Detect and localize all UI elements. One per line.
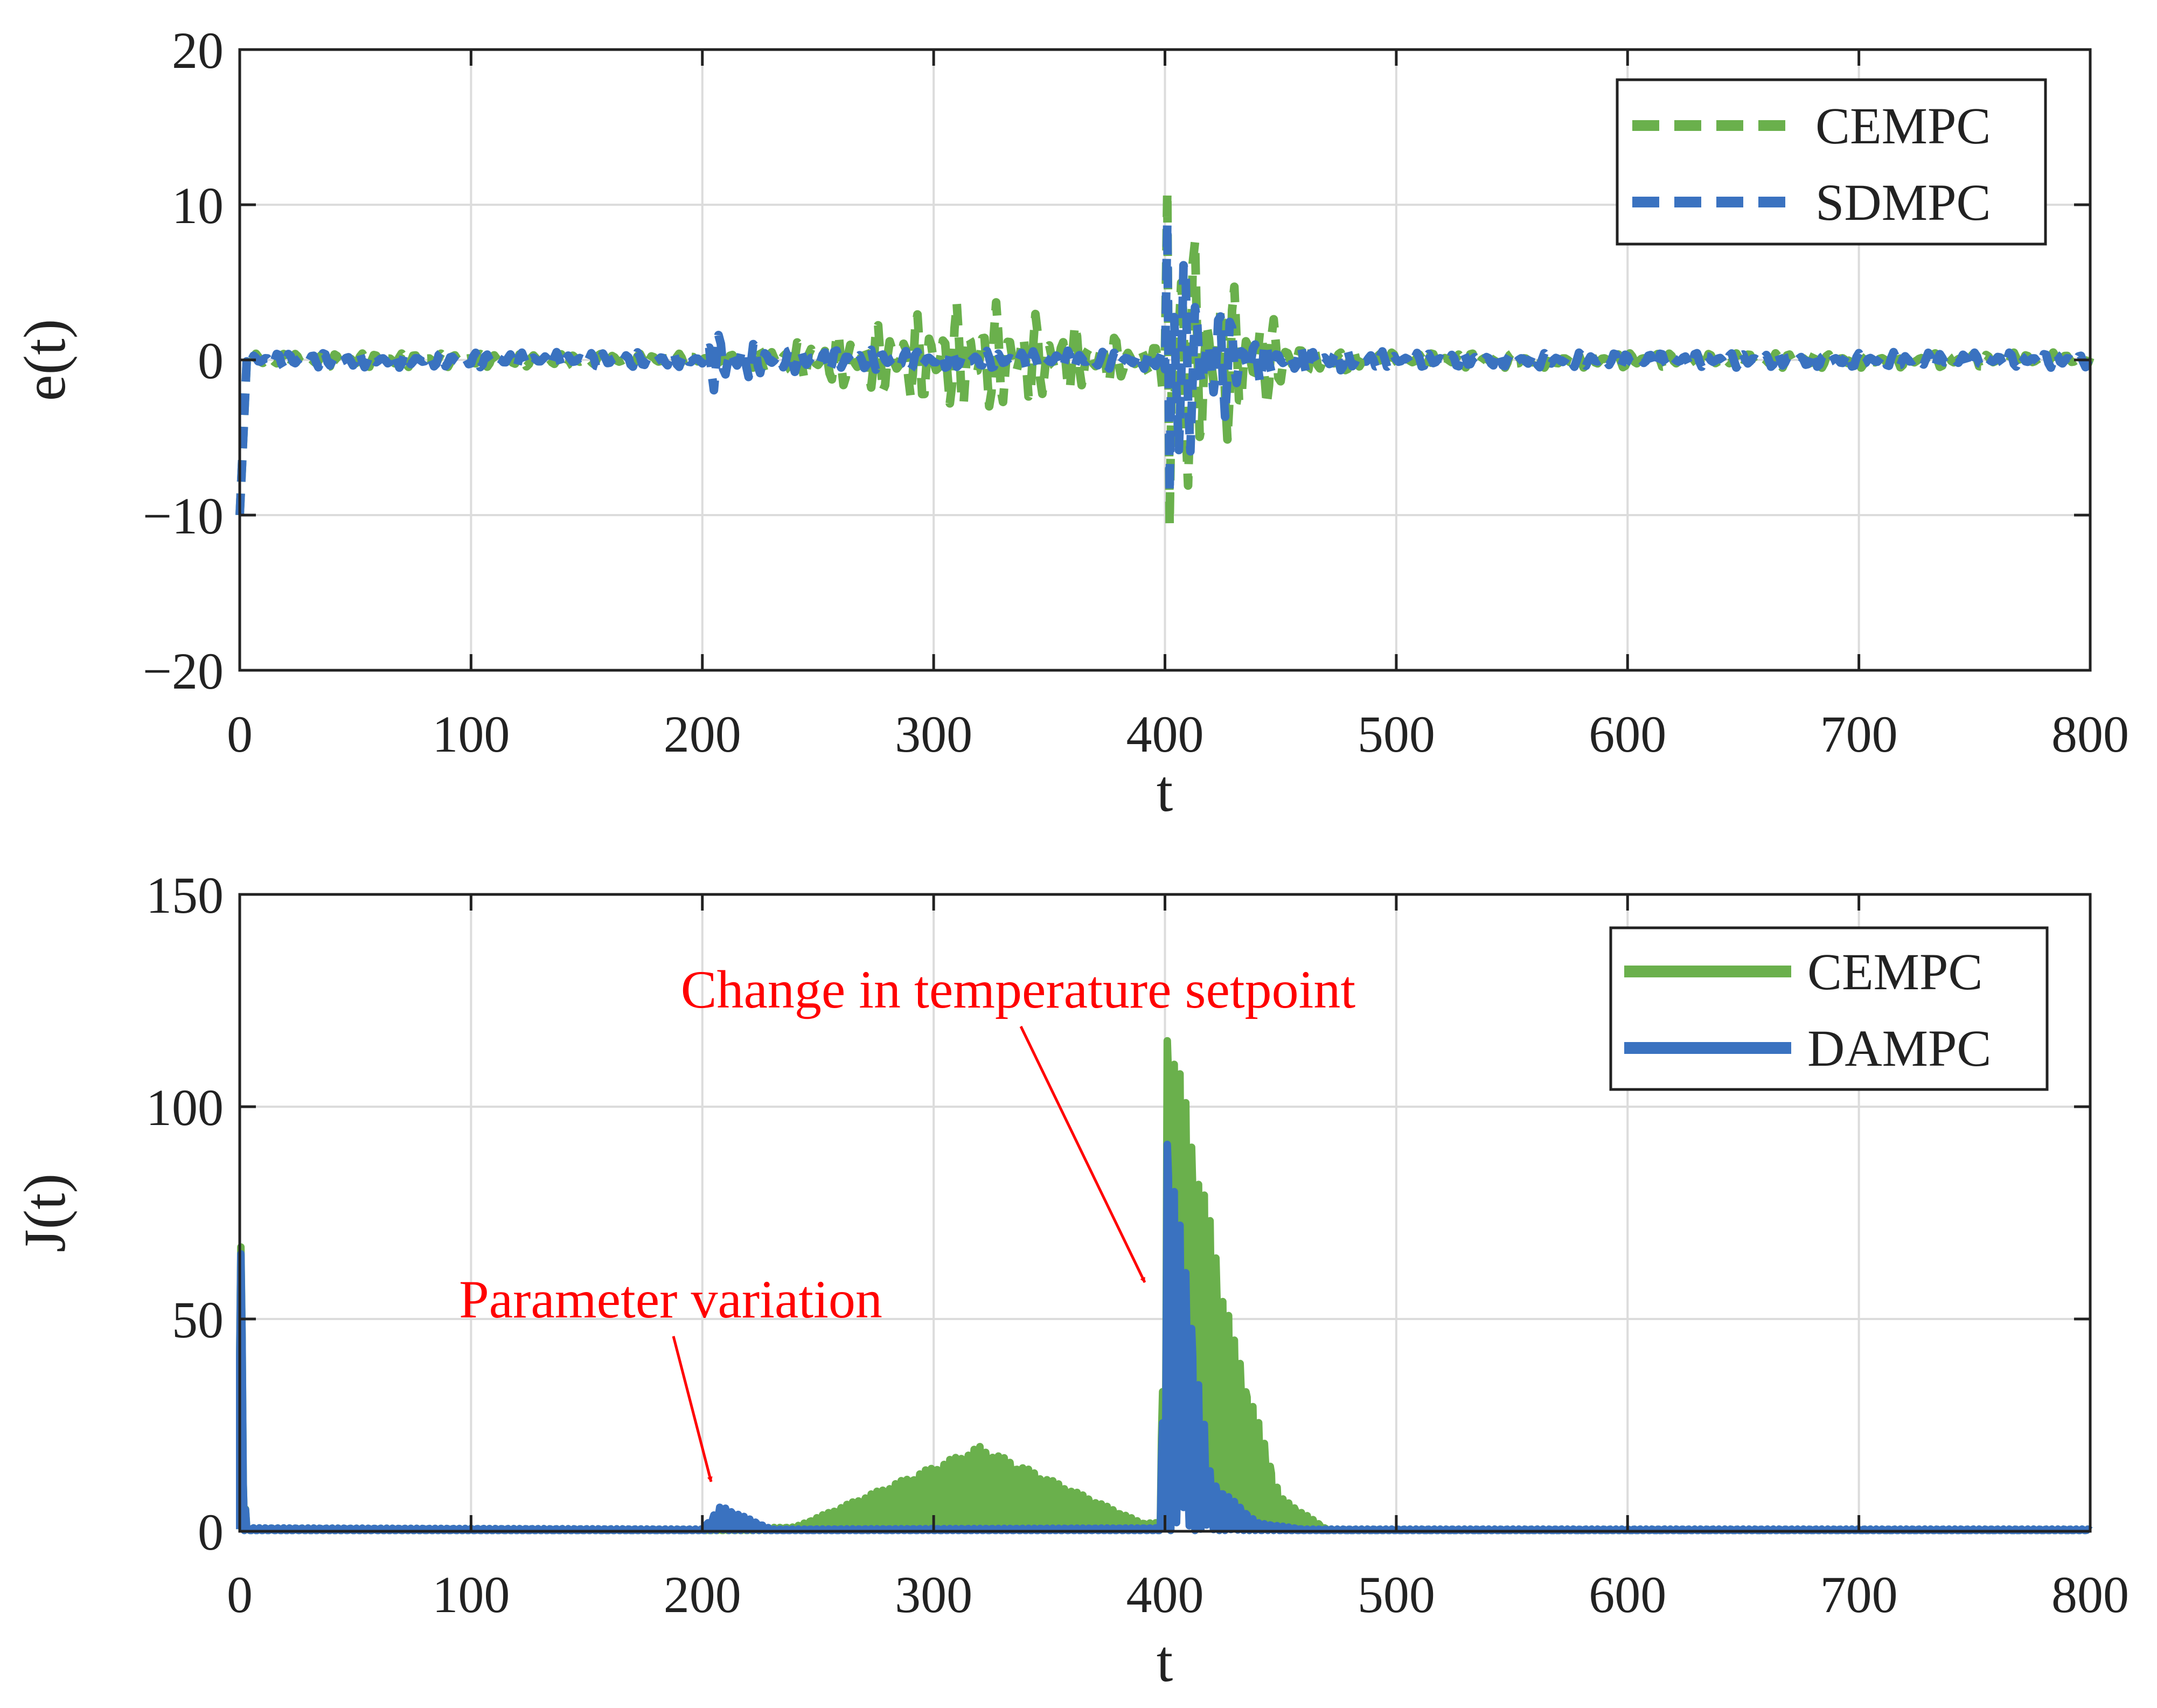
- bottom-x-tick-label: 0: [227, 1566, 253, 1623]
- top-series-sdmpc: [235, 219, 2095, 516]
- bottom-x-tick-label: 500: [1358, 1566, 1435, 1623]
- bottom-x-tick-label: 800: [2051, 1566, 2129, 1623]
- bottom-ticks: [238, 893, 2092, 1533]
- annotation-parameter-variation: Parameter variation: [459, 1269, 882, 1329]
- bottom-y-tick-label: 150: [146, 866, 224, 924]
- bottom-x-tick-label: 300: [895, 1566, 972, 1623]
- top-y-tick-label: 0: [198, 332, 224, 390]
- top-x-tick-labels: 0 100 200 300 400 500 600 700 800: [227, 705, 2129, 763]
- top-series: [235, 188, 2095, 529]
- top-y-tick-label: 20: [172, 22, 224, 79]
- top-y-tick-labels: −20 −10 0 10 20: [143, 22, 224, 700]
- top-x-tick-label: 500: [1358, 705, 1435, 763]
- top-ticks: [238, 48, 2092, 672]
- bottom-legend-label-dampc: DAMPC: [1807, 1019, 1991, 1077]
- top-x-tick-label: 400: [1126, 705, 1204, 763]
- top-legend-label-sdmpc: SDMPC: [1815, 173, 1991, 231]
- top-x-axis-label: t: [1157, 758, 1173, 824]
- bottom-chart: 0 100 200 300 400 500 600 700 800 0 50 100 150 t J(…: [12, 866, 2129, 1694]
- top-x-tick-label: 0: [227, 705, 253, 763]
- bottom-y-tick-label: 0: [198, 1503, 224, 1561]
- bottom-x-tick-label: 200: [664, 1566, 741, 1623]
- bottom-y-tick-labels: 0 50 100 150: [146, 866, 224, 1561]
- top-y-tick-label: −20: [143, 642, 224, 700]
- bottom-x-tick-label: 600: [1589, 1566, 1666, 1623]
- bottom-legend: CEMPC DAMPC: [1609, 926, 2049, 1091]
- bottom-x-axis-label: t: [1157, 1628, 1173, 1694]
- top-x-tick-label: 300: [895, 705, 972, 763]
- top-legend-box: [1616, 78, 2047, 246]
- annotation-temperature-setpoint-arrow: [1019, 1025, 1146, 1283]
- top-x-tick-label: 800: [2051, 705, 2129, 763]
- bottom-y-axis-label: J(t): [12, 1174, 78, 1253]
- annotation-temperature-setpoint: Change in temperature setpoint: [681, 960, 1356, 1019]
- bottom-legend-box: [1609, 926, 2049, 1091]
- bottom-x-tick-label: 100: [432, 1566, 510, 1623]
- bottom-y-tick-label: 50: [172, 1291, 224, 1349]
- bottom-legend-label-cempc: CEMPC: [1807, 943, 1982, 1001]
- top-legend: CEMPC SDMPC: [1616, 78, 2047, 246]
- top-x-tick-label: 600: [1589, 705, 1666, 763]
- top-y-axis-label: e(t): [12, 319, 78, 401]
- bottom-annotations: Parameter variation Change in temperatur…: [459, 960, 1355, 1482]
- top-x-tick-label: 200: [664, 705, 741, 763]
- bottom-x-tick-label: 700: [1820, 1566, 1898, 1623]
- top-y-tick-label: −10: [143, 487, 224, 545]
- top-x-tick-label: 700: [1820, 705, 1898, 763]
- bottom-x-tick-label: 400: [1126, 1566, 1204, 1623]
- bottom-y-tick-label: 100: [146, 1079, 224, 1136]
- annotation-parameter-variation-arrow: [672, 1336, 713, 1482]
- top-x-tick-label: 100: [432, 705, 510, 763]
- top-y-tick-label: 10: [172, 177, 224, 234]
- top-legend-label-cempc: CEMPC: [1815, 97, 1991, 155]
- bottom-x-tick-labels: 0 100 200 300 400 500 600 700 800: [227, 1566, 2129, 1623]
